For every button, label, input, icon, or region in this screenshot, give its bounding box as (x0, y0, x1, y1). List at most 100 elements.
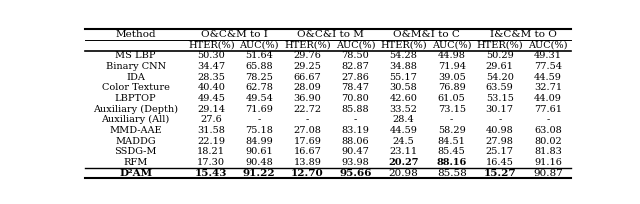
Text: 90.47: 90.47 (342, 147, 369, 156)
Text: LBPTOP: LBPTOP (115, 94, 156, 103)
Text: 93.98: 93.98 (342, 158, 369, 167)
Text: HTER(%): HTER(%) (188, 41, 234, 50)
Text: 90.61: 90.61 (245, 147, 273, 156)
Text: 29.61: 29.61 (486, 62, 514, 71)
Text: 29.14: 29.14 (197, 105, 225, 114)
Text: 54.20: 54.20 (486, 73, 514, 82)
Text: 27.6: 27.6 (200, 115, 222, 124)
Text: 95.66: 95.66 (339, 169, 372, 178)
Text: 55.17: 55.17 (390, 73, 417, 82)
Text: 70.80: 70.80 (342, 94, 369, 103)
Text: 63.08: 63.08 (534, 126, 562, 135)
Text: 81.83: 81.83 (534, 147, 562, 156)
Text: 17.69: 17.69 (294, 137, 321, 146)
Text: 12.70: 12.70 (291, 169, 324, 178)
Text: 85.58: 85.58 (436, 169, 467, 178)
Text: -: - (354, 115, 357, 124)
Text: 44.98: 44.98 (438, 51, 465, 60)
Text: Auxiliary (Depth): Auxiliary (Depth) (93, 105, 178, 114)
Text: AUC(%): AUC(%) (432, 41, 472, 50)
Text: 23.11: 23.11 (390, 147, 418, 156)
Text: 16.45: 16.45 (486, 158, 514, 167)
Text: 51.64: 51.64 (245, 51, 273, 60)
Text: 80.02: 80.02 (534, 137, 562, 146)
Text: Method: Method (115, 30, 156, 39)
Text: 15.27: 15.27 (483, 169, 516, 178)
Text: IDA: IDA (126, 73, 145, 82)
Text: 18.21: 18.21 (197, 147, 225, 156)
Text: 17.30: 17.30 (197, 158, 225, 167)
Text: SSDG-M: SSDG-M (115, 147, 157, 156)
Text: 27.86: 27.86 (342, 73, 369, 82)
Text: -: - (258, 115, 261, 124)
Text: 88.16: 88.16 (436, 158, 467, 167)
Text: 20.27: 20.27 (388, 158, 419, 167)
Text: 49.31: 49.31 (534, 51, 562, 60)
Text: D²AM: D²AM (119, 169, 152, 178)
Text: 40.40: 40.40 (197, 83, 225, 92)
Text: 15.43: 15.43 (195, 169, 227, 178)
Text: 22.19: 22.19 (197, 137, 225, 146)
Text: 34.47: 34.47 (197, 62, 225, 71)
Text: 28.4: 28.4 (393, 115, 415, 124)
Text: -: - (498, 115, 501, 124)
Text: 28.09: 28.09 (294, 83, 321, 92)
Text: 77.54: 77.54 (534, 62, 562, 71)
Text: 34.88: 34.88 (390, 62, 417, 71)
Text: 85.88: 85.88 (342, 105, 369, 114)
Text: 58.29: 58.29 (438, 126, 465, 135)
Text: 91.22: 91.22 (243, 169, 276, 178)
Text: 27.98: 27.98 (486, 137, 514, 146)
Text: 63.59: 63.59 (486, 83, 514, 92)
Text: 29.76: 29.76 (294, 51, 321, 60)
Text: 40.98: 40.98 (486, 126, 514, 135)
Text: 28.35: 28.35 (197, 73, 225, 82)
Text: 82.87: 82.87 (342, 62, 369, 71)
Text: 49.54: 49.54 (245, 94, 273, 103)
Text: Color Texture: Color Texture (102, 83, 170, 92)
Text: 44.59: 44.59 (390, 126, 417, 135)
Text: 78.25: 78.25 (245, 73, 273, 82)
Text: 85.45: 85.45 (438, 147, 465, 156)
Text: 44.59: 44.59 (534, 73, 562, 82)
Text: 84.51: 84.51 (438, 137, 465, 146)
Text: 49.45: 49.45 (197, 94, 225, 103)
Text: 78.50: 78.50 (342, 51, 369, 60)
Text: 24.5: 24.5 (393, 137, 415, 146)
Text: MS LBP: MS LBP (115, 51, 156, 60)
Text: 13.89: 13.89 (294, 158, 321, 167)
Text: 44.09: 44.09 (534, 94, 562, 103)
Text: 39.05: 39.05 (438, 73, 465, 82)
Text: O&M&I to C: O&M&I to C (394, 30, 460, 39)
Text: 90.48: 90.48 (245, 158, 273, 167)
Text: 20.98: 20.98 (388, 169, 419, 178)
Text: 27.08: 27.08 (294, 126, 321, 135)
Text: 25.17: 25.17 (486, 147, 514, 156)
Text: 73.15: 73.15 (438, 105, 466, 114)
Text: 75.18: 75.18 (245, 126, 273, 135)
Text: AUC(%): AUC(%) (528, 41, 568, 50)
Text: Binary CNN: Binary CNN (106, 62, 166, 71)
Text: O&C&M to I: O&C&M to I (201, 30, 268, 39)
Text: 29.25: 29.25 (294, 62, 321, 71)
Text: HTER(%): HTER(%) (380, 41, 427, 50)
Text: AUC(%): AUC(%) (239, 41, 279, 50)
Text: 71.69: 71.69 (245, 105, 273, 114)
Text: 16.67: 16.67 (294, 147, 321, 156)
Text: 66.67: 66.67 (294, 73, 321, 82)
Text: Auxiliary (All): Auxiliary (All) (102, 115, 170, 124)
Text: 30.17: 30.17 (486, 105, 514, 114)
Text: 91.16: 91.16 (534, 158, 562, 167)
Text: 54.28: 54.28 (390, 51, 417, 60)
Text: 77.61: 77.61 (534, 105, 562, 114)
Text: 53.15: 53.15 (486, 94, 514, 103)
Text: 36.90: 36.90 (294, 94, 321, 103)
Text: I&C&M to O: I&C&M to O (490, 30, 556, 39)
Text: RFM: RFM (124, 158, 148, 167)
Text: 50.30: 50.30 (197, 51, 225, 60)
Text: -: - (546, 115, 550, 124)
Text: 76.89: 76.89 (438, 83, 465, 92)
Text: HTER(%): HTER(%) (476, 41, 523, 50)
Text: -: - (450, 115, 453, 124)
Text: 78.47: 78.47 (342, 83, 369, 92)
